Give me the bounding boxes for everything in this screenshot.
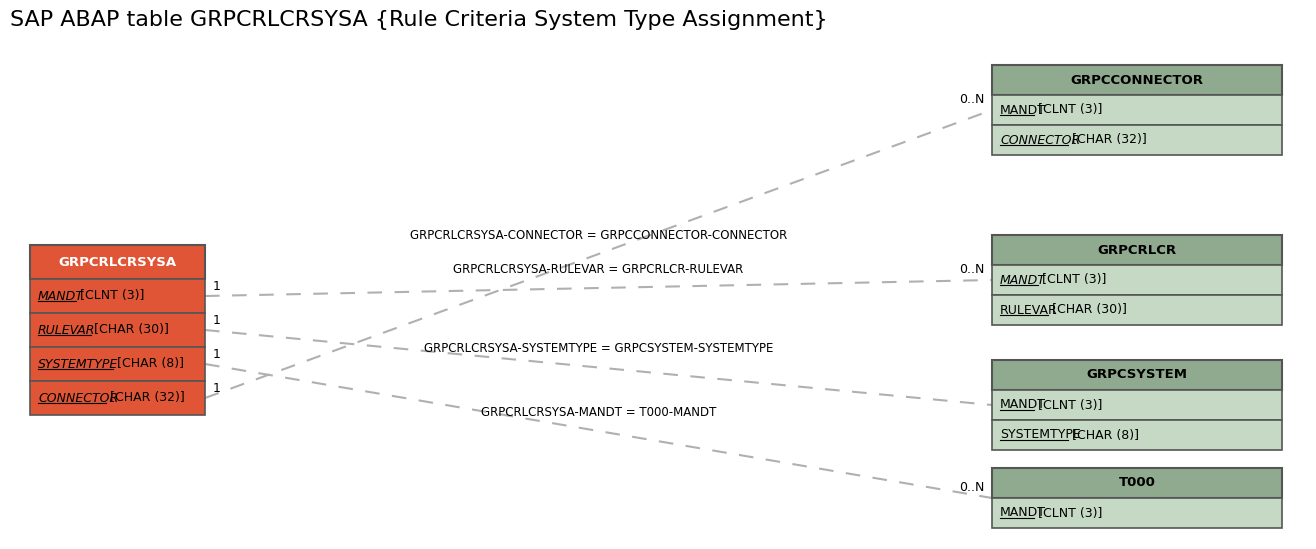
Text: 0..N: 0..N bbox=[958, 93, 984, 106]
Text: SYSTEMTYPE: SYSTEMTYPE bbox=[1000, 429, 1080, 441]
FancyBboxPatch shape bbox=[30, 313, 205, 347]
Text: GRPCRLCRSYSA-MANDT = T000-MANDT: GRPCRLCRSYSA-MANDT = T000-MANDT bbox=[480, 406, 716, 419]
Text: [CHAR (32)]: [CHAR (32)] bbox=[1067, 133, 1146, 147]
Text: GRPCSYSTEM: GRPCSYSTEM bbox=[1087, 368, 1187, 382]
Text: [CHAR (8)]: [CHAR (8)] bbox=[113, 357, 184, 371]
Text: MANDT: MANDT bbox=[1000, 104, 1046, 116]
Text: MANDT: MANDT bbox=[1000, 399, 1046, 412]
Text: [CHAR (30)]: [CHAR (30)] bbox=[91, 323, 170, 337]
Text: GRPCCONNECTOR: GRPCCONNECTOR bbox=[1070, 74, 1204, 87]
Text: GRPCRLCRSYSA-RULEVAR = GRPCRLCR-RULEVAR: GRPCRLCRSYSA-RULEVAR = GRPCRLCR-RULEVAR bbox=[454, 263, 744, 276]
Text: [CLNT (3)]: [CLNT (3)] bbox=[75, 289, 143, 302]
Text: 0..N: 0..N bbox=[958, 263, 984, 276]
FancyBboxPatch shape bbox=[30, 381, 205, 415]
FancyBboxPatch shape bbox=[992, 265, 1282, 295]
Text: 1: 1 bbox=[213, 348, 221, 361]
FancyBboxPatch shape bbox=[992, 468, 1282, 498]
FancyBboxPatch shape bbox=[992, 295, 1282, 325]
FancyBboxPatch shape bbox=[992, 420, 1282, 450]
Text: GRPCRLCRSYSA-SYSTEMTYPE = GRPCSYSTEM-SYSTEMTYPE: GRPCRLCRSYSA-SYSTEMTYPE = GRPCSYSTEM-SYS… bbox=[424, 343, 774, 356]
FancyBboxPatch shape bbox=[992, 235, 1282, 265]
FancyBboxPatch shape bbox=[30, 245, 205, 279]
FancyBboxPatch shape bbox=[992, 498, 1282, 528]
Text: [CLNT (3)]: [CLNT (3)] bbox=[1037, 273, 1105, 287]
Text: [CHAR (8)]: [CHAR (8)] bbox=[1069, 429, 1140, 441]
Text: 1: 1 bbox=[213, 280, 221, 293]
Text: GRPCRLCRSYSA-CONNECTOR = GRPCCONNECTOR-CONNECTOR: GRPCRLCRSYSA-CONNECTOR = GRPCCONNECTOR-C… bbox=[409, 229, 787, 242]
Text: [CLNT (3)]: [CLNT (3)] bbox=[1034, 399, 1103, 412]
FancyBboxPatch shape bbox=[992, 65, 1282, 95]
Text: CONNECTOR: CONNECTOR bbox=[38, 391, 118, 405]
Text: [CLNT (3)]: [CLNT (3)] bbox=[1034, 507, 1103, 519]
Text: 1: 1 bbox=[213, 382, 221, 395]
Text: SYSTEMTYPE: SYSTEMTYPE bbox=[38, 357, 118, 371]
Text: GRPCRLCRSYSA: GRPCRLCRSYSA bbox=[58, 255, 176, 268]
Text: RULEVAR: RULEVAR bbox=[38, 323, 95, 337]
Text: 1: 1 bbox=[213, 314, 221, 327]
Text: GRPCRLCR: GRPCRLCR bbox=[1098, 244, 1177, 256]
Text: 0..N: 0..N bbox=[958, 481, 984, 494]
FancyBboxPatch shape bbox=[30, 347, 205, 381]
Text: CONNECTOR: CONNECTOR bbox=[1000, 133, 1080, 147]
Text: SAP ABAP table GRPCRLCRSYSA {Rule Criteria System Type Assignment}: SAP ABAP table GRPCRLCRSYSA {Rule Criter… bbox=[11, 10, 828, 30]
Text: [CLNT (3)]: [CLNT (3)] bbox=[1034, 104, 1103, 116]
Text: T000: T000 bbox=[1119, 477, 1155, 490]
Text: RULEVAR: RULEVAR bbox=[1000, 304, 1058, 317]
Text: [CHAR (32)]: [CHAR (32)] bbox=[105, 391, 184, 405]
Text: MANDT: MANDT bbox=[38, 289, 84, 302]
FancyBboxPatch shape bbox=[992, 125, 1282, 155]
Text: MANDT: MANDT bbox=[1000, 273, 1046, 287]
FancyBboxPatch shape bbox=[992, 390, 1282, 420]
FancyBboxPatch shape bbox=[992, 360, 1282, 390]
FancyBboxPatch shape bbox=[992, 95, 1282, 125]
Text: [CHAR (30)]: [CHAR (30)] bbox=[1048, 304, 1126, 317]
Text: MANDT: MANDT bbox=[1000, 507, 1046, 519]
FancyBboxPatch shape bbox=[30, 279, 205, 313]
